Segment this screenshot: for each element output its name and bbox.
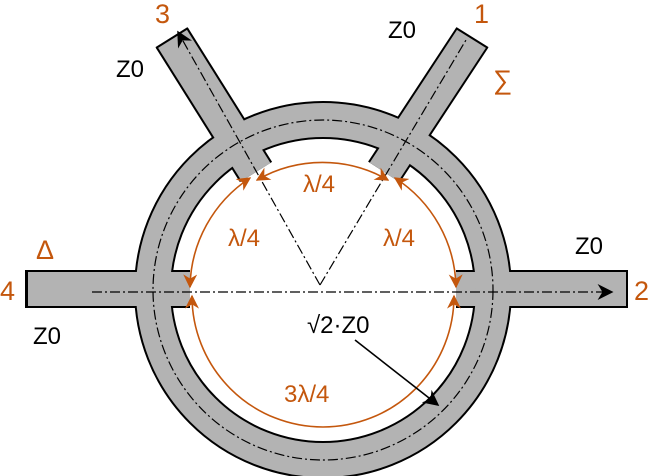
port-1-impedance: Z0 (388, 17, 416, 44)
arc-bottom-three-quarter (185, 294, 461, 428)
port-2-number: 2 (634, 276, 649, 306)
sum-symbol: ∑ (493, 65, 512, 95)
port-2-impedance: Z0 (575, 233, 603, 260)
center-lines (92, 30, 614, 461)
ring-impedance-label: √2·Z0 (307, 312, 370, 339)
port-1-number: 1 (474, 0, 489, 29)
port-4-impedance: Z0 (33, 323, 61, 350)
arc-bottom-label: 3λ/4 (284, 381, 329, 408)
arc-left-quarter (183, 177, 252, 289)
port-1-axis (319, 39, 467, 286)
port-3-number: 3 (155, 0, 170, 29)
wavelength-arcs (183, 161, 463, 428)
port-4-number: 4 (0, 276, 15, 306)
port-3-impedance: Z0 (116, 56, 144, 83)
arc-top-label: λ/4 (303, 171, 335, 198)
arc-top-quarter (255, 161, 390, 181)
arc-right-quarter (393, 177, 463, 289)
port-3-axis (177, 30, 321, 286)
ring-impedance-pointer (354, 339, 440, 406)
arc-right-label: λ/4 (383, 225, 415, 252)
ring-centerline (152, 119, 494, 461)
arc-left-label: λ/4 (228, 225, 260, 252)
delta-symbol: Δ (36, 235, 54, 265)
